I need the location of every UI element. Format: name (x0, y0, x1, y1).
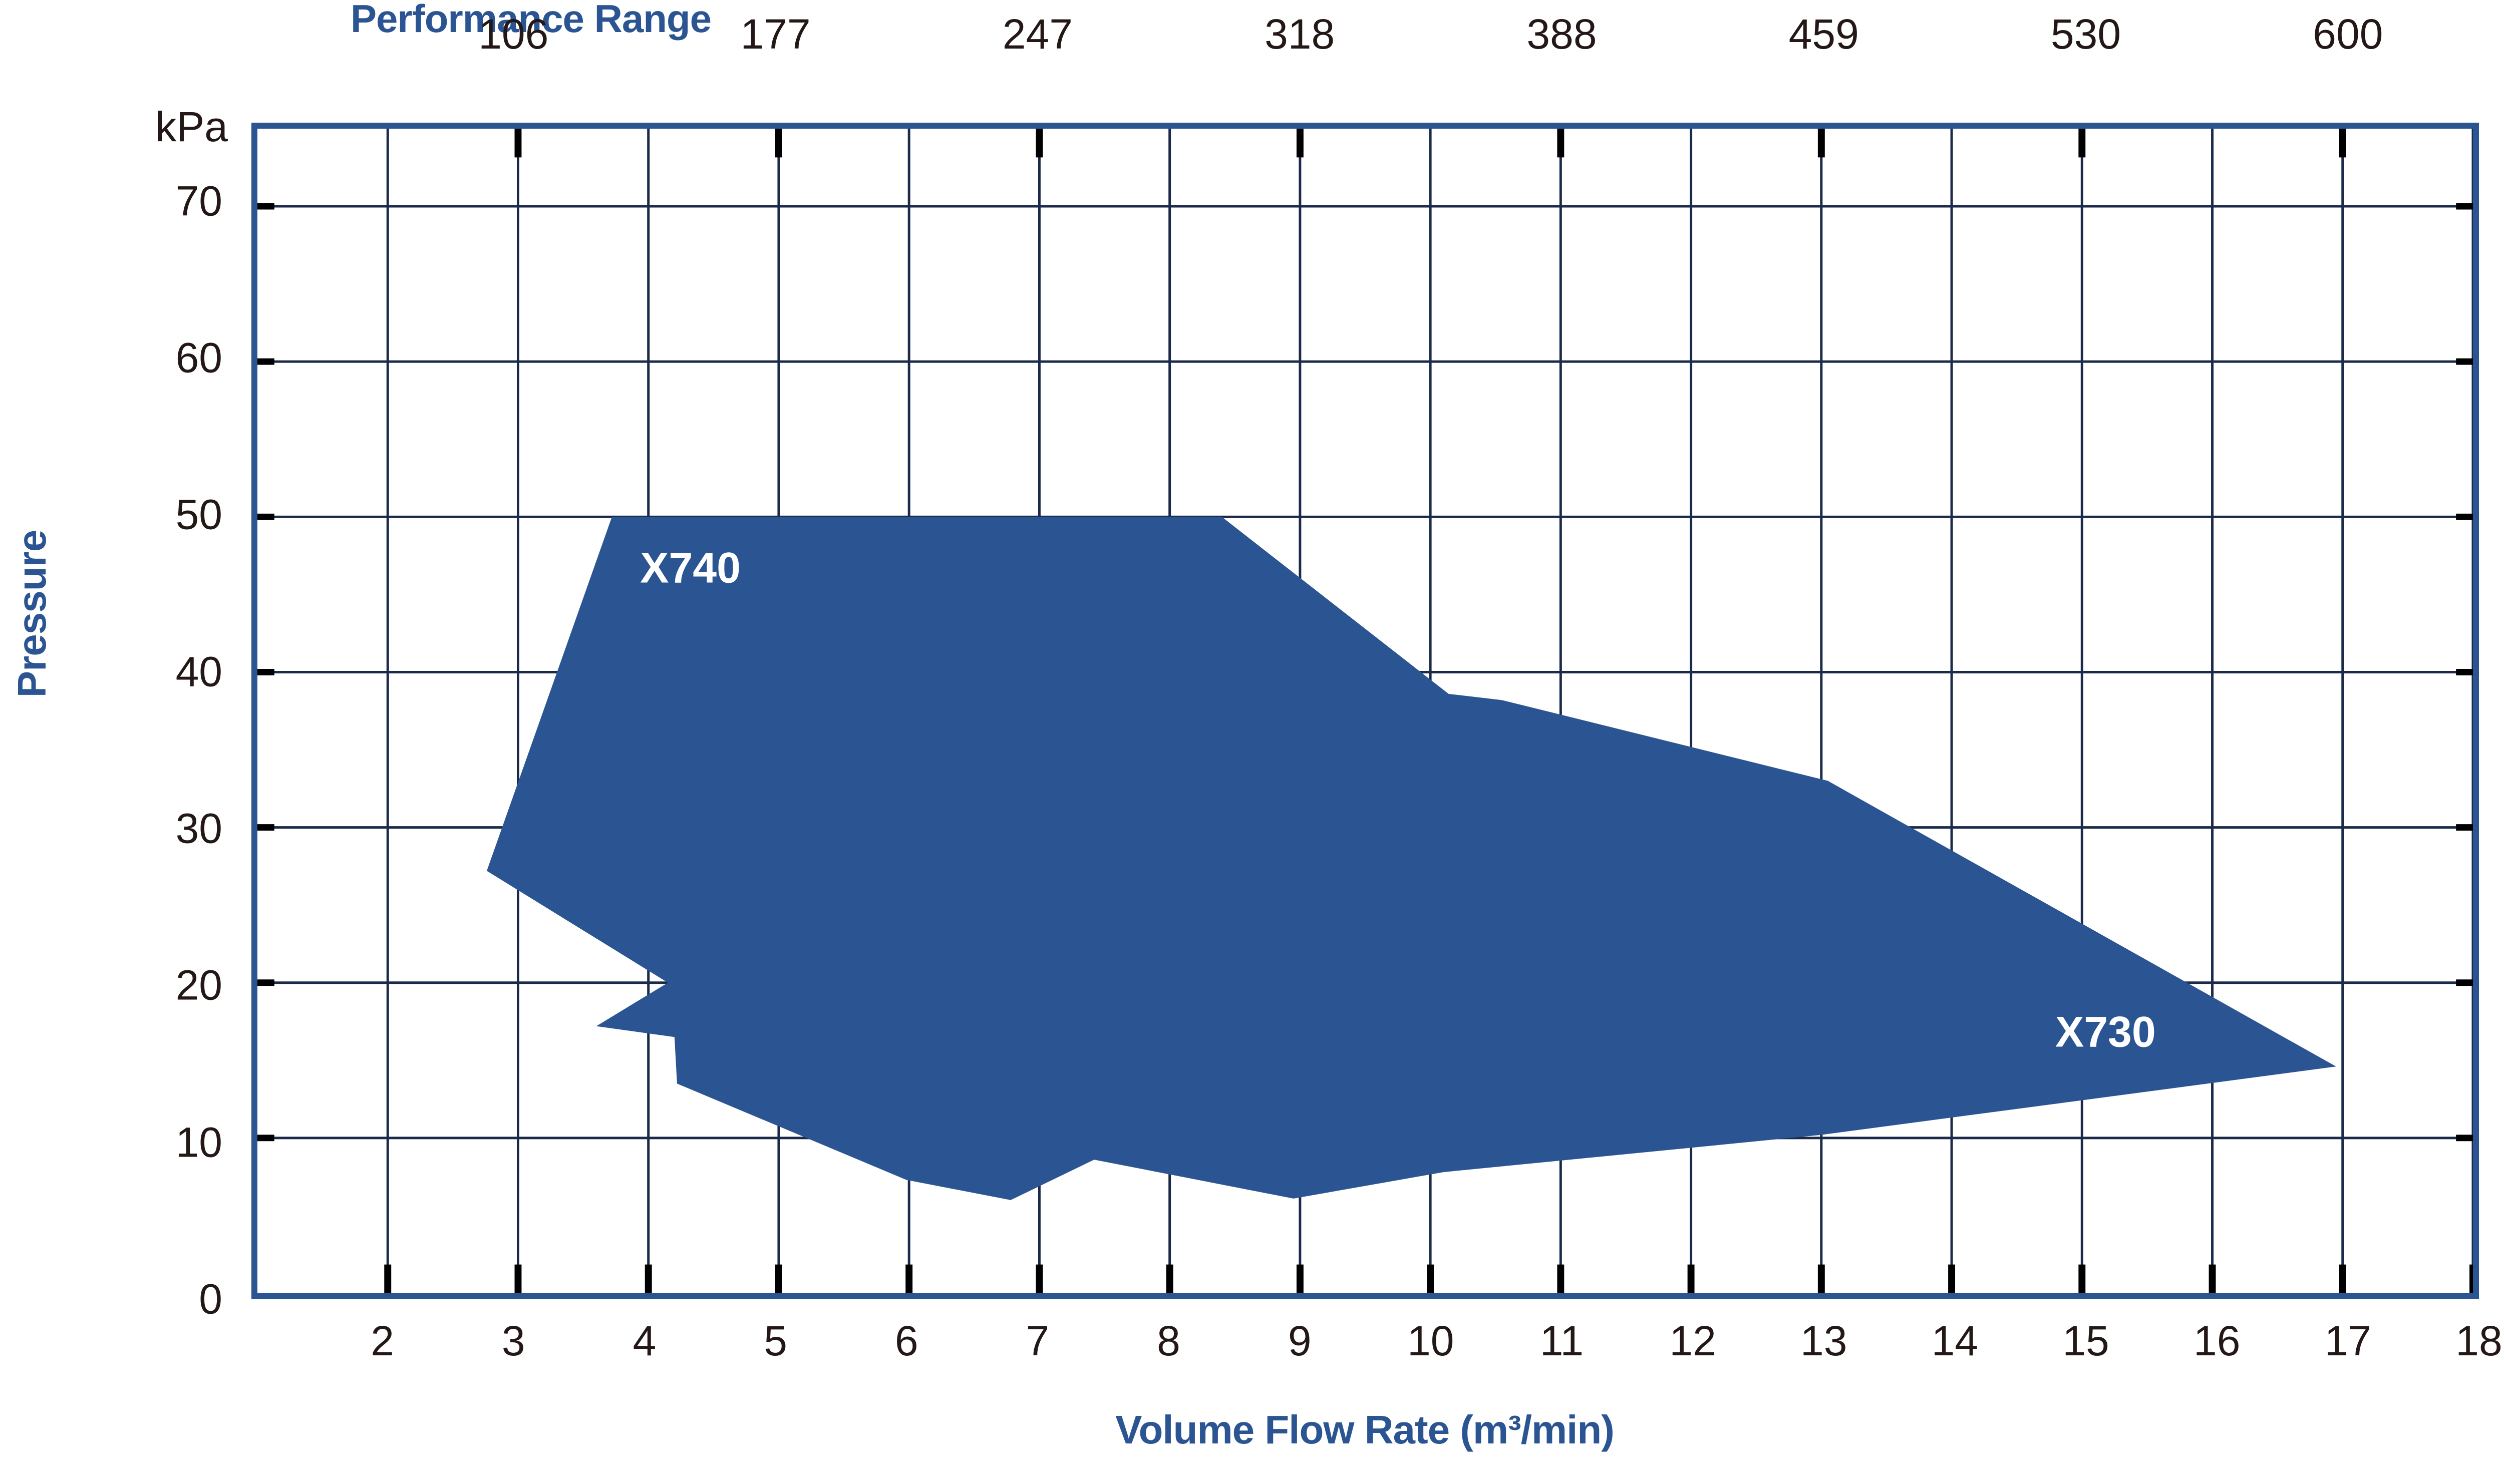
performance-range-title: Performance Range (351, 0, 712, 41)
left-axis-unit-label: kPa (155, 103, 228, 150)
top-axis-tick-177: 177 (740, 11, 811, 58)
top-axis-tick-600: 600 (2313, 11, 2383, 58)
x-axis-tick-18: 18 (2455, 1317, 2502, 1364)
y-axis-left-tick-30: 30 (175, 805, 222, 852)
y-axis-left-tick-20: 20 (175, 961, 222, 1009)
top-axis-tick-247: 247 (1002, 11, 1073, 58)
x-axis-tick-15: 15 (2062, 1317, 2109, 1364)
y-axis-left-tick-70: 70 (175, 177, 222, 225)
x-axis-tick-3: 3 (501, 1317, 525, 1364)
x-axis-tick-6: 6 (894, 1317, 918, 1364)
x-axis-tick-7: 7 (1026, 1317, 1050, 1364)
top-axis-tick-530: 530 (2050, 11, 2121, 58)
x-axis-tick-13: 13 (1800, 1317, 1847, 1364)
x-axis-tick-5: 5 (764, 1317, 787, 1364)
x-axis-tick-2: 2 (371, 1317, 394, 1364)
y-axis-left-tick-50: 50 (175, 491, 222, 538)
x-axis-tick-9: 9 (1288, 1317, 1312, 1364)
performance-envelope-area (487, 517, 2336, 1200)
y-axis-left-tick-60: 60 (175, 334, 222, 382)
x-axis-tick-16: 16 (2193, 1317, 2241, 1364)
x-axis-tick-17: 17 (2324, 1317, 2372, 1364)
x-axis-tick-12: 12 (1669, 1317, 1716, 1364)
x-axis-tick-8: 8 (1157, 1317, 1180, 1364)
top-axis-tick-388: 388 (1526, 11, 1597, 58)
y-axis-left-tick-10: 10 (175, 1119, 222, 1166)
plot-area (251, 123, 2479, 1299)
y-axis-left-tick-0: 0 (199, 1275, 222, 1323)
top-axis-tick-318: 318 (1265, 11, 1335, 58)
x-axis-tick-4: 4 (633, 1317, 657, 1364)
x-axis-tick-14: 14 (1931, 1317, 1979, 1364)
y-axis-title: Pressure (10, 530, 54, 698)
x-axis-tick-11: 11 (1539, 1317, 1584, 1364)
x-axis-title: Volume Flow Rate (m³/min) (1115, 1407, 1615, 1452)
x-axis-tick-10: 10 (1407, 1317, 1454, 1364)
y-axis-left-tick-40: 40 (175, 648, 222, 695)
top-axis-tick-459: 459 (1788, 11, 1859, 58)
top-axis-tick-106: 106 (478, 11, 549, 58)
